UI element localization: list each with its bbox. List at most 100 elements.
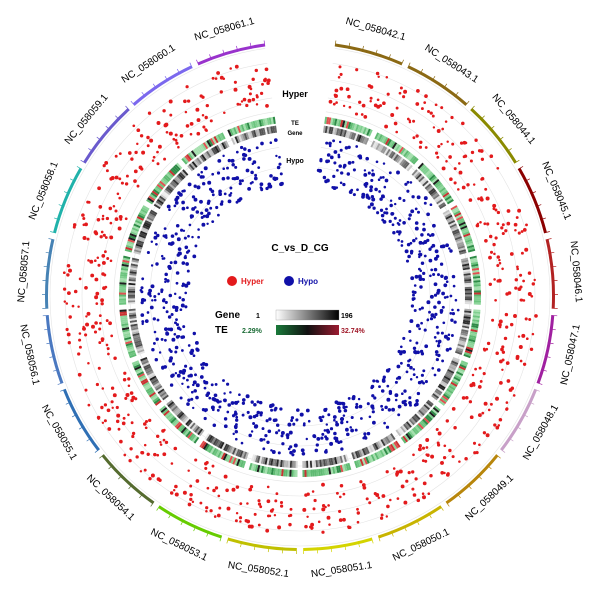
- chromosome-tick: [388, 54, 391, 61]
- hyper-point: [247, 524, 252, 529]
- gene-scale-bar: [275, 309, 340, 321]
- gene-bin: [132, 332, 140, 337]
- hyper-point: [204, 128, 208, 132]
- te-bin: [120, 273, 128, 277]
- te-bin: [473, 278, 481, 281]
- gene-bin: [134, 247, 142, 252]
- te-bin: [368, 455, 374, 463]
- hypo-point: [214, 382, 218, 386]
- gene-bin: [264, 457, 268, 465]
- gene-bin: [182, 169, 189, 176]
- hyper-point: [527, 271, 532, 275]
- hypo-point: [168, 348, 172, 352]
- hypo-point: [397, 375, 402, 380]
- te-bin: [455, 372, 463, 378]
- hyper-point: [458, 162, 461, 165]
- hyper-point: [478, 443, 481, 447]
- te-bin: [463, 353, 471, 359]
- te-bin: [122, 329, 130, 333]
- hypo-point: [213, 393, 218, 398]
- hyper-point: [159, 443, 163, 446]
- hyper-point: [263, 78, 267, 83]
- te-bin: [473, 282, 481, 285]
- hypo-point: [289, 450, 293, 455]
- hypo-point: [178, 296, 182, 299]
- hypo-point: [153, 330, 157, 334]
- chromosome-tick: [53, 369, 60, 372]
- hypo-point: [175, 323, 180, 327]
- hyper-point: [495, 351, 499, 355]
- hyper-point: [486, 222, 490, 226]
- hyper-point: [400, 484, 405, 489]
- hypo-point: [441, 359, 445, 363]
- te-bin: [407, 154, 414, 161]
- hyper-point: [425, 446, 429, 449]
- te-bin: [274, 468, 278, 476]
- te-bin: [209, 446, 216, 455]
- hyper-point: [496, 222, 500, 226]
- hypo-point: [219, 202, 224, 206]
- hyper-point: [65, 327, 69, 332]
- legend-hyper-dot: [227, 276, 237, 286]
- te-bin: [310, 469, 313, 477]
- hyper-point: [125, 393, 130, 397]
- hypo-point: [184, 254, 187, 258]
- hypo-point: [231, 414, 236, 418]
- hypo-point: [141, 320, 145, 324]
- hypo-point: [186, 269, 190, 273]
- hypo-point: [305, 408, 310, 413]
- te-bin: [442, 192, 450, 198]
- chromosome-arc: [45, 315, 64, 384]
- chromosome-tick: [375, 49, 378, 56]
- hypo-point: [234, 410, 237, 414]
- chromosome-tick: [209, 54, 212, 61]
- gene-bin: [448, 221, 456, 227]
- gene-bin: [463, 275, 471, 278]
- hyper-point: [246, 519, 251, 524]
- hyper-point: [77, 352, 81, 356]
- hypo-point: [444, 275, 448, 280]
- hypo-point: [333, 436, 337, 440]
- hypo-point: [396, 221, 400, 225]
- hypo-point: [352, 168, 356, 172]
- hypo-point: [260, 141, 264, 146]
- hypo-point: [268, 417, 272, 421]
- hypo-point: [163, 338, 167, 342]
- hyper-point: [367, 84, 372, 88]
- hyper-point: [239, 520, 242, 523]
- hyper-point: [172, 137, 176, 141]
- gene-bin: [460, 330, 469, 335]
- hypo-point: [443, 296, 447, 299]
- hypo-point: [216, 408, 220, 412]
- hyper-point: [362, 485, 367, 490]
- gene-bin: [151, 378, 159, 385]
- hyper-point: [361, 483, 366, 487]
- gene-bin: [423, 404, 430, 411]
- te-bin: [206, 140, 212, 148]
- hyper-point: [321, 503, 326, 508]
- hypo-point: [195, 395, 199, 400]
- hyper-point: [62, 287, 67, 291]
- gene-bin: [319, 459, 322, 467]
- hypo-point: [164, 327, 168, 331]
- te-bin: [473, 309, 481, 312]
- te-bin: [304, 469, 307, 477]
- hypo-point: [174, 345, 179, 350]
- hyper-point: [472, 441, 477, 445]
- hyper-point: [500, 226, 504, 230]
- chromosome-arc: [227, 537, 297, 551]
- hyper-point: [101, 217, 105, 221]
- chromosome-tick: [80, 159, 86, 164]
- gene-bin: [270, 126, 274, 134]
- hyper-point: [173, 446, 178, 451]
- hyper-point: [111, 406, 114, 409]
- hyper-point: [223, 111, 226, 115]
- te-bin: [121, 265, 129, 269]
- gene-bin: [130, 265, 138, 269]
- hypo-point: [175, 318, 178, 322]
- gene-bin: [432, 194, 440, 200]
- te-bin: [447, 386, 455, 393]
- hypo-point: [269, 174, 273, 178]
- te-bin: [167, 414, 174, 421]
- hyper-point: [533, 278, 536, 282]
